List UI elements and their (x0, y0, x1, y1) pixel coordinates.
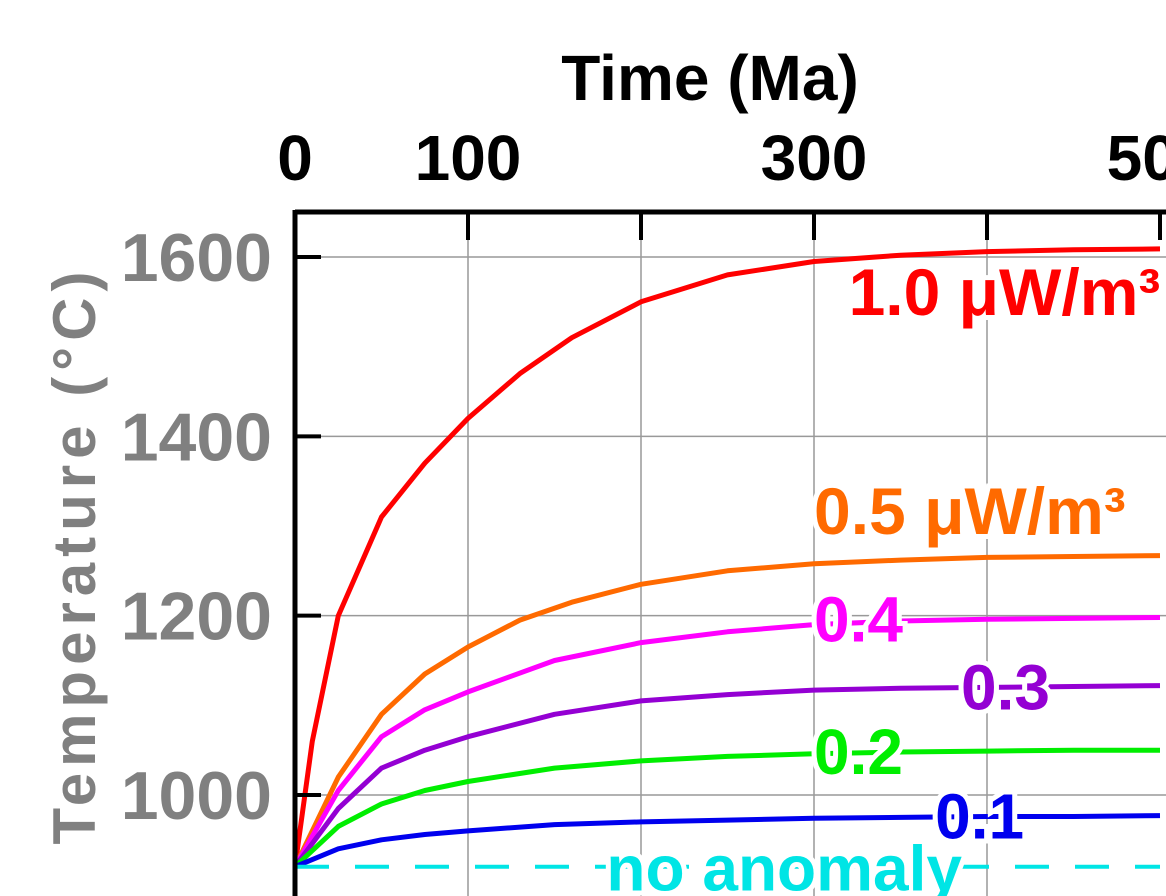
y-tick-label: 1200 (121, 579, 272, 655)
x-tick-label: 100 (415, 122, 522, 194)
series-lines (292, 246, 1161, 870)
series-label: 0.1 (935, 781, 1024, 853)
series-line-0-5-w-m- (292, 553, 1161, 868)
series-label: 0.2 (814, 716, 903, 788)
x-tick-label: 500 (1107, 122, 1166, 194)
series-line-0-4 (292, 615, 1161, 868)
axes: 0 100 300 500 1000 1200 1400 1600 (121, 122, 1166, 896)
y-axis-title: Temperature (°C) (41, 266, 108, 845)
series-line-0-2 (293, 747, 1160, 869)
x-axis-title: Time (Ma) (561, 42, 859, 114)
grid (295, 212, 1166, 896)
y-tick-label: 1400 (121, 399, 272, 475)
series-line-0-1 (294, 813, 1161, 870)
series-line-1-0-w-m- (292, 246, 1161, 868)
series-labels: 1.0 μW/m³ 0.5 μW/m³ 0.4 0.3 0.2 0.1no anomaly (601, 250, 1165, 896)
series-label: 0.4 (814, 583, 903, 655)
series-line-0-3 (292, 683, 1161, 869)
y-tick-label: 1600 (121, 220, 272, 296)
y-tick-label: 1000 (121, 758, 272, 834)
x-tick-label: 300 (761, 122, 868, 194)
series-label: 1.0 μW/m³ (849, 255, 1161, 329)
series-label: no anomaly (606, 833, 962, 896)
series-label: 0.3 (961, 652, 1050, 724)
series-label: 0.5 μW/m³ (814, 474, 1126, 548)
x-tick-label: 0 (277, 122, 313, 194)
